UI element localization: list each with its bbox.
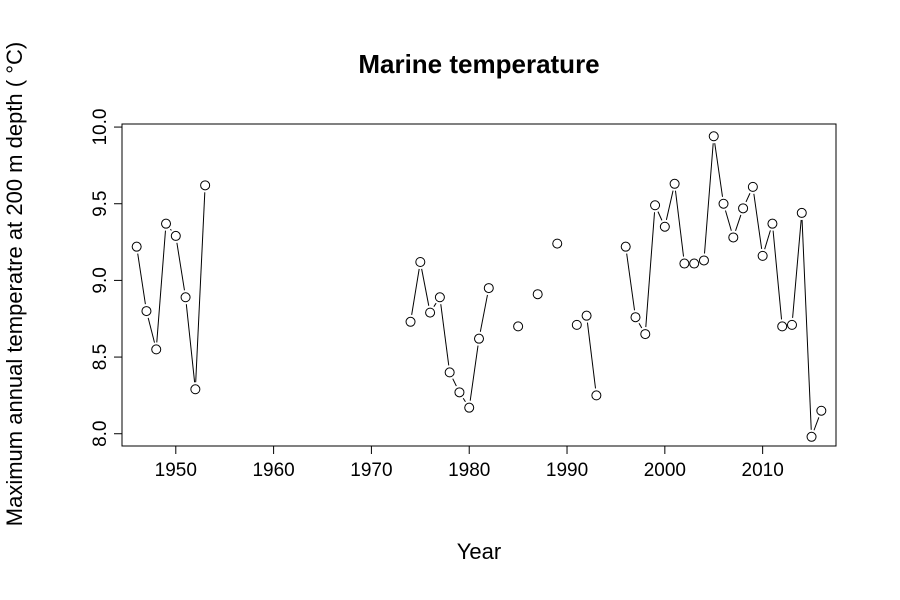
data-point [434,292,445,303]
data-point [767,218,778,229]
data-point [591,390,602,401]
data-point [464,402,475,413]
series-segment [772,230,783,320]
series-segment [452,378,457,387]
y-tick-label: 10.0 [90,109,111,146]
data-point [747,181,758,192]
series-segment [411,268,420,315]
series-segment [440,304,450,366]
data-point [141,306,152,317]
series-segment [813,417,820,431]
series-segment [147,317,155,343]
plot-frame [121,123,837,447]
data-point [571,319,582,330]
data-point [718,198,729,209]
data-point [513,321,524,332]
y-axis: 8.0 8.5 9.0 9.5 10.0 [90,109,123,447]
x-axis-label: Year [457,539,501,564]
series-segment [645,212,656,328]
series-segment [792,219,802,318]
data-point [757,250,768,261]
x-tick-label: 2010 [742,460,784,481]
data-point [532,289,543,300]
series-segment [462,397,466,403]
data-point [728,232,739,243]
data-point [650,200,661,211]
series-segment [753,193,763,250]
data-point [581,310,592,321]
data-point [738,203,749,214]
data-point [777,321,788,332]
data-point [620,241,631,252]
data-point [180,292,191,303]
series-segment [137,253,146,305]
data-point [659,221,670,232]
series-segment [665,190,674,221]
data-point [698,255,709,266]
x-tick-label: 1970 [350,460,392,481]
series-segment [724,210,732,231]
series-segment [479,294,488,332]
data-point [786,319,797,330]
series-segment [657,211,663,221]
series-segment [638,323,643,329]
series-points [131,131,827,442]
series-segment [626,253,636,311]
series-segment [801,219,812,430]
data-point [679,258,690,269]
data-point [689,258,700,269]
data-point [161,218,172,229]
series-segment [764,230,771,250]
data-point [190,384,201,395]
series-segment [704,143,714,254]
y-tick-label: 9.5 [90,191,111,217]
data-point [816,405,827,416]
data-point [151,344,162,355]
series-segment [433,302,437,307]
x-tick-label: 1980 [448,460,490,481]
y-axis-label: Maximum annual temperatre at 200 m depth… [2,42,27,526]
y-tick-label: 9.0 [90,267,111,293]
series-segment [735,214,742,231]
series-segment [674,190,685,257]
data-point [425,307,436,318]
series-segment [185,304,196,383]
series-segment [586,322,597,389]
series-segment [421,268,430,306]
data-point [669,178,680,189]
series-segment [176,242,185,291]
x-axis: 1950 1960 1970 1980 1990 2000 2010 [155,445,784,481]
data-point [796,207,807,218]
series-segment [745,193,751,203]
data-point [806,431,817,442]
data-point [415,257,426,267]
x-tick-label: 1990 [546,460,588,481]
data-point [131,241,142,252]
data-point [444,367,455,378]
data-point [552,238,563,249]
data-point [474,333,484,344]
y-tick-label: 8.0 [90,421,111,447]
y-tick-label: 8.5 [90,344,111,370]
series-segment [469,345,479,401]
data-point [200,180,211,191]
series-segment [156,230,166,343]
x-tick-label: 1950 [155,460,197,481]
x-tick-label: 2000 [644,460,686,481]
data-point [708,131,719,142]
data-point [170,230,181,241]
chart-title: Marine temperature [358,49,599,79]
series-segment [169,228,172,231]
series-segment [195,192,206,383]
data-point [405,316,416,327]
data-point [483,283,494,294]
data-point [454,387,465,398]
data-point [640,329,651,340]
series-lines [137,143,820,431]
series-segment [714,143,724,197]
x-tick-label: 1960 [252,460,294,481]
data-point [630,312,641,323]
